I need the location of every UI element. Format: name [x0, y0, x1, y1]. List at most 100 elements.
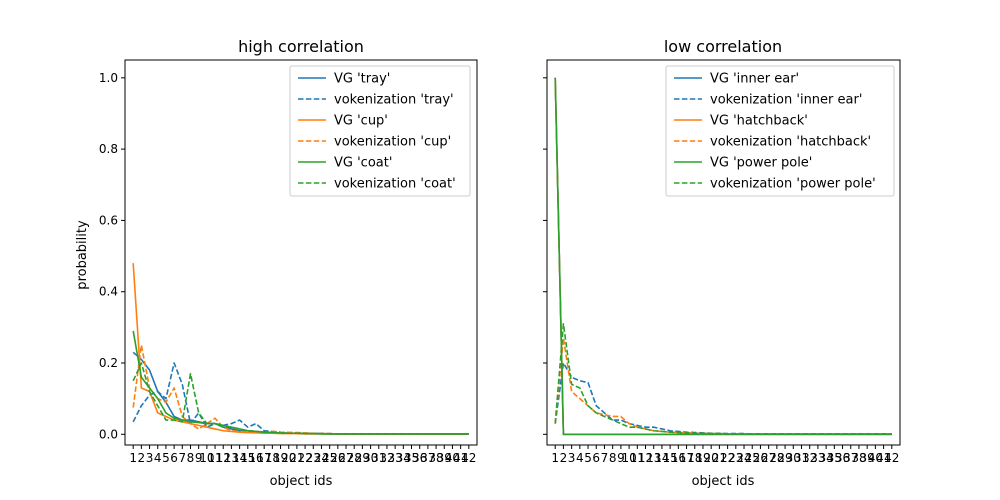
x-tick-label: 13	[646, 451, 661, 465]
x-tick-label: 16	[248, 451, 263, 465]
x-tick-label: 35	[827, 451, 842, 465]
series-line-5	[554, 322, 892, 435]
x-tick-label: 19	[695, 451, 710, 465]
legend-label: vokenization 'power pole'	[710, 177, 876, 192]
legend-label: VG 'tray'	[334, 72, 390, 87]
x-tick-label: 23	[306, 451, 321, 465]
series-line-5	[132, 362, 469, 435]
x-tick-label: 33	[810, 451, 825, 465]
x-tick-label: 12	[638, 451, 653, 465]
x-tick-label: 5	[162, 451, 170, 465]
x-tick-label: 9	[195, 451, 203, 465]
x-tick-label: 12	[216, 451, 231, 465]
legend-label: VG 'cup'	[334, 114, 388, 129]
x-tick-label: 28	[347, 451, 362, 465]
x-tick-label: 2	[560, 451, 568, 465]
x-tick-label: 20	[281, 451, 296, 465]
legend-label: vokenization 'tray'	[334, 93, 454, 108]
x-tick-label: 1	[551, 451, 559, 465]
x-tick-label: 35	[404, 451, 419, 465]
y-axis-label: probability	[75, 220, 90, 290]
y-tick-label: 0.4	[99, 285, 118, 299]
legend-label: VG 'power pole'	[710, 156, 812, 171]
x-tick-label: 22	[720, 451, 735, 465]
x-tick-label: 30	[786, 451, 801, 465]
legend: VG 'tray' vokenization 'tray' VG 'cup' voke…	[289, 65, 471, 197]
x-tick-label: 39	[437, 451, 452, 465]
x-tick-label: 27	[761, 451, 776, 465]
x-tick-label: 15	[662, 451, 677, 465]
x-tick-label: 4	[576, 451, 584, 465]
legend-label: VG 'hatchback'	[710, 114, 808, 129]
x-tick-label: 29	[355, 451, 370, 465]
x-tick-label: 26	[753, 451, 768, 465]
x-tick-label: 2	[138, 451, 146, 465]
x-tick-label: 42	[461, 451, 476, 465]
x-tick-label: 14	[232, 451, 247, 465]
x-tick-label: 25	[322, 451, 337, 465]
x-tick-label: 32	[379, 451, 394, 465]
x-tick-label: 28	[769, 451, 784, 465]
x-tick-label: 21	[712, 451, 727, 465]
chart-panel-high-correlation: high correlation object ids probability …	[75, 37, 478, 489]
chart-panel-low-correlation: low correlation object ids 1 2 3 4 5 6 7 8 910 1 1…	[543, 37, 901, 489]
x-tick-label: 40	[868, 451, 883, 465]
x-tick-label: 8	[609, 451, 617, 465]
y-tick-label: 0.6	[99, 213, 118, 227]
legend-label: vokenization 'inner ear'	[710, 93, 862, 108]
x-tick-label: 20	[704, 451, 719, 465]
x-tick-label: 23	[728, 451, 743, 465]
x-tick-label: 17	[257, 451, 272, 465]
x-tick-label: 10	[621, 451, 636, 465]
x-tick-label: 34	[818, 451, 833, 465]
x-tick-label: 33	[387, 451, 402, 465]
x-tick-label: 16	[671, 451, 686, 465]
x-tick-label: 13	[224, 451, 239, 465]
y-tick-label: 0.0	[99, 427, 118, 441]
axes-frame	[124, 59, 478, 446]
x-tick-label: 39	[860, 451, 875, 465]
y-tick-label: 0.2	[99, 356, 118, 370]
series-line-3	[132, 344, 469, 435]
x-axis-label: object ids	[692, 474, 755, 489]
x-tick-label: 38	[428, 451, 443, 465]
chart-title: low correlation	[664, 37, 782, 56]
series-line-1	[554, 362, 892, 435]
x-tick-label: 37	[843, 451, 858, 465]
x-tick-label: 26	[330, 451, 345, 465]
x-tick-label: 36	[835, 451, 850, 465]
x-tick-label: 29	[777, 451, 792, 465]
x-tick-label: 31	[794, 451, 809, 465]
x-tick-label: 7	[178, 451, 186, 465]
plot-area: 0.00.20.40.60.81.01 2 3 4 5 6 7 8 91011121314151…	[99, 59, 478, 465]
x-tick-label: 15	[240, 451, 255, 465]
x-tick-label: 38	[851, 451, 866, 465]
x-tick-label: 7	[601, 451, 609, 465]
x-tick-label: 10	[199, 451, 214, 465]
x-tick-label: 17	[679, 451, 694, 465]
x-tick-label: 18	[687, 451, 702, 465]
x-tick-label: 14	[654, 451, 669, 465]
x-tick-label: 8	[187, 451, 195, 465]
x-tick-label: 41	[876, 451, 891, 465]
legend-box	[289, 65, 471, 197]
x-tick-label: 19	[273, 451, 288, 465]
series-line-3	[554, 337, 892, 435]
legend-label: VG 'inner ear'	[710, 72, 799, 87]
x-tick-label: 41	[453, 451, 468, 465]
x-tick-label: 22	[297, 451, 312, 465]
legend-label: vokenization 'hatchback'	[710, 135, 871, 150]
x-tick-label: 9	[617, 451, 625, 465]
chart-title: high correlation	[238, 37, 364, 56]
x-tick-label: 24	[736, 451, 751, 465]
x-tick-label: 6	[592, 451, 600, 465]
x-tick-label: 5	[584, 451, 592, 465]
x-tick-label: 37	[420, 451, 435, 465]
axes-frame	[546, 59, 901, 446]
legend-label: vokenization 'coat'	[334, 177, 456, 192]
legend-label: VG 'coat'	[334, 156, 392, 171]
x-tick-label: 34	[396, 451, 411, 465]
x-tick-label: 4	[154, 451, 162, 465]
x-tick-label: 18	[265, 451, 280, 465]
legend-label: vokenization 'cup'	[334, 135, 451, 150]
